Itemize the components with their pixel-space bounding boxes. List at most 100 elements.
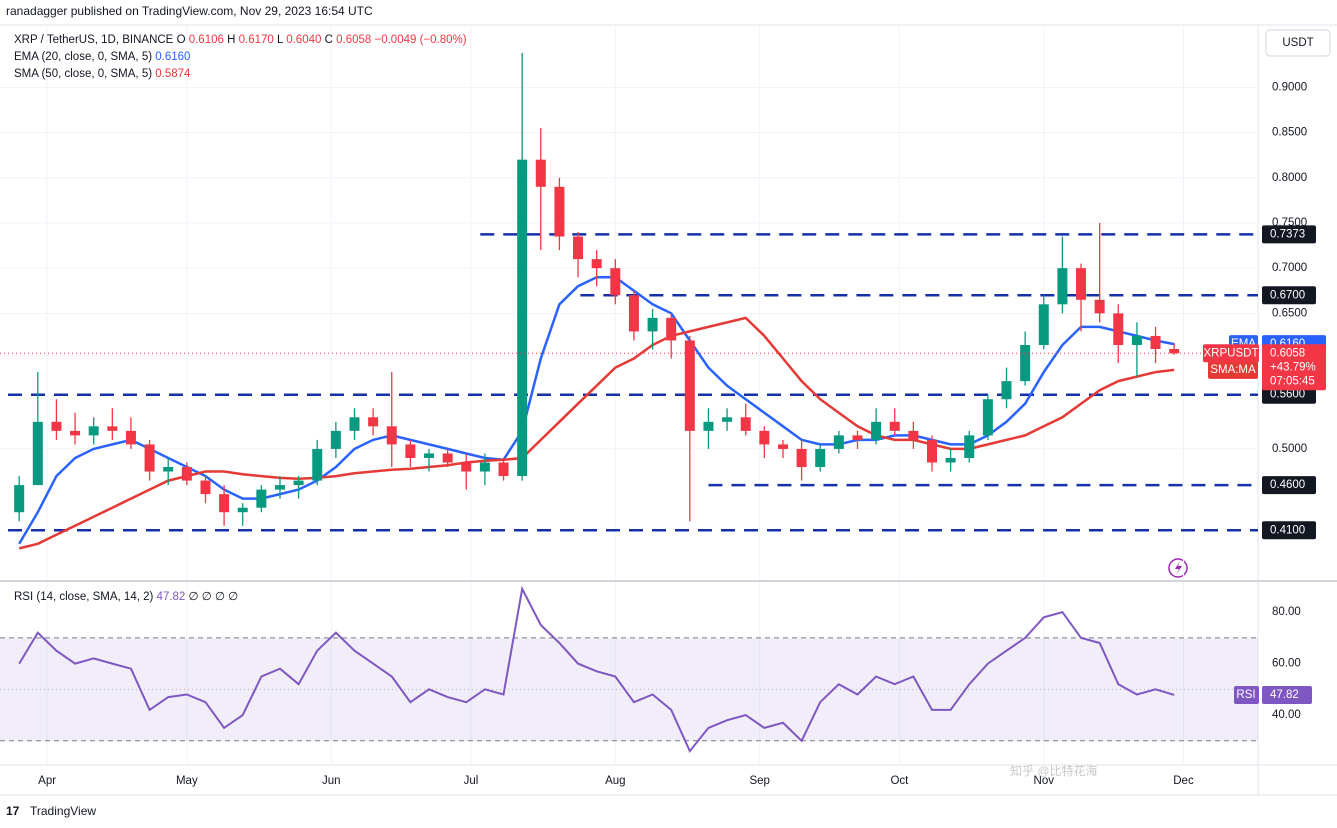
candle-body — [1057, 268, 1068, 305]
candle-body — [517, 159, 528, 477]
legend-series-value: 0.5874 — [155, 68, 191, 80]
legend-line: XRP / TetherUS, 1D, BINANCE O 0.6106 H 0… — [14, 34, 467, 46]
price-tag-change: +43.79% — [1270, 361, 1316, 373]
level-tag-label: 0.4100 — [1270, 524, 1305, 536]
x-tick-label: Jun — [322, 775, 341, 787]
x-tick-label: Sep — [749, 775, 769, 787]
level-tag-label: 0.6700 — [1270, 289, 1305, 301]
currency-label[interactable]: USDT — [1282, 37, 1313, 49]
candle-body — [1038, 304, 1049, 345]
level-tag — [1262, 476, 1316, 495]
candle-body — [740, 417, 751, 431]
candle-body — [14, 485, 25, 513]
candle-body — [815, 448, 826, 468]
rsi-tag-name: RSI — [1236, 689, 1255, 701]
candle-body — [32, 421, 43, 486]
legend-line: EMA (20, close, 0, SMA, 5) 0.6160 — [14, 51, 190, 63]
price-tag-countdown: 07:05:45 — [1270, 375, 1315, 387]
candle-body — [479, 462, 490, 472]
ma-tag-name: SMA:MA — [1210, 364, 1256, 376]
rsi-tick-label: 60.00 — [1272, 658, 1301, 670]
candle-body — [330, 430, 341, 449]
legend-line: RSI (14, close, SMA, 14, 2) 47.82 ∅ ∅ ∅ … — [14, 591, 238, 603]
footer-brand: TradingView — [30, 804, 96, 818]
candle-body — [405, 444, 416, 458]
candle-body — [1150, 335, 1161, 349]
candle-body — [424, 453, 435, 458]
candle-body — [926, 439, 937, 463]
y-tick-label: 0.5000 — [1272, 443, 1307, 455]
x-tick-label: Nov — [1034, 775, 1055, 787]
candle-body — [610, 268, 621, 296]
candle-body — [852, 435, 863, 440]
candle-body — [51, 421, 62, 431]
candle-body — [982, 399, 993, 436]
price-tag-value: 0.6058 — [1270, 347, 1305, 359]
candle-body — [964, 435, 975, 458]
legend-change: −0.0049 (−0.80%) — [375, 34, 467, 46]
ohlc-value: 0.6170 — [239, 34, 274, 46]
rsi-legend-value: 47.82 — [157, 591, 186, 603]
level-tag-label: 0.7373 — [1270, 228, 1305, 240]
candle-body — [1094, 299, 1105, 314]
y-tick-label: 0.6500 — [1272, 307, 1307, 319]
candle-body — [1001, 381, 1012, 400]
candle-body — [312, 448, 323, 481]
x-tick-label: May — [176, 775, 198, 787]
candle-body — [759, 430, 770, 445]
currency-button[interactable] — [1265, 29, 1331, 57]
legend-line: SMA (50, close, 0, SMA, 5) 0.5874 — [14, 68, 191, 80]
watermark: 知乎 @比特花海 — [1010, 763, 1098, 778]
candle-body — [889, 421, 900, 431]
ohlc-value: 0.6058 — [336, 34, 371, 46]
candle-body — [1076, 268, 1087, 300]
ohlc-letter: C — [325, 34, 333, 46]
rsi-legend-extra: ∅ ∅ ∅ ∅ — [189, 591, 239, 603]
price-tag-name: XRPUSDT — [1204, 347, 1259, 359]
lightning-icon[interactable] — [1168, 558, 1188, 578]
candle-body — [666, 317, 677, 341]
candle-body — [181, 467, 192, 481]
x-tick-label: Dec — [1173, 775, 1194, 787]
candle-body — [833, 435, 844, 449]
candle-body — [796, 448, 807, 468]
candle-body — [88, 426, 99, 436]
ohlc-value: 0.6106 — [189, 34, 224, 46]
candle-body — [684, 340, 695, 431]
candle-body — [777, 444, 788, 449]
candle-body — [1113, 313, 1124, 345]
candle-body — [628, 295, 639, 332]
candle-body — [722, 417, 733, 422]
candle-body — [871, 421, 882, 440]
candle-body — [200, 480, 211, 495]
candle-body — [368, 417, 379, 427]
x-tick-label: Apr — [38, 775, 56, 787]
y-tick-label: 0.7000 — [1272, 262, 1307, 274]
lightning-bolt — [1175, 561, 1182, 575]
candle-body — [274, 485, 285, 490]
y-tick-label: 0.8500 — [1272, 127, 1307, 139]
candle-body — [125, 430, 136, 445]
rsi-tag-name-box — [1234, 685, 1259, 704]
candle-body — [535, 159, 546, 187]
price-tag-box — [1262, 344, 1326, 391]
candle-body — [349, 417, 360, 431]
candle-body — [70, 430, 81, 436]
ohlc-value: 0.6040 — [286, 34, 321, 46]
legend-series-name: EMA (20, close, 0, SMA, 5) — [14, 51, 152, 63]
rsi-tick-label: 40.00 — [1272, 709, 1301, 721]
candle-body — [1131, 335, 1142, 345]
y-tick-label: 0.8000 — [1272, 172, 1307, 184]
candle-body — [554, 186, 565, 237]
candle-body — [498, 462, 509, 477]
ohlc-letter: L — [277, 34, 284, 46]
candle-body — [442, 453, 453, 463]
rsi-line — [18, 585, 1175, 753]
rsi-tag-value: 47.82 — [1270, 689, 1299, 701]
candle-body — [945, 457, 956, 463]
candle-body — [703, 421, 714, 431]
publish-header: ranadagger published on TradingView.com,… — [6, 4, 373, 18]
level-tag-label: 0.5600 — [1270, 389, 1305, 401]
